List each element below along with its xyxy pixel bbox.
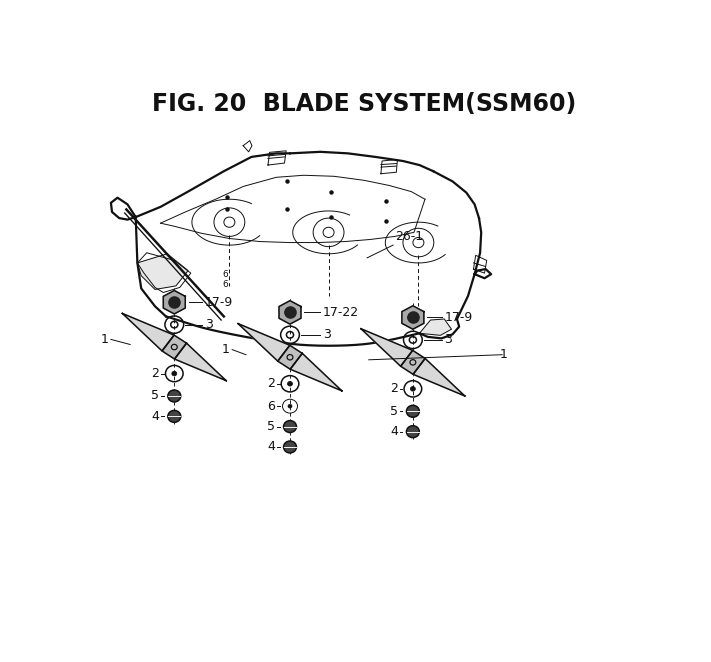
Text: 5: 5 bbox=[390, 404, 398, 418]
Polygon shape bbox=[419, 319, 451, 336]
Circle shape bbox=[168, 410, 181, 422]
Circle shape bbox=[408, 313, 417, 322]
Text: 3: 3 bbox=[323, 328, 331, 342]
Circle shape bbox=[284, 441, 296, 453]
Circle shape bbox=[172, 371, 177, 376]
Text: 1: 1 bbox=[222, 343, 230, 356]
Polygon shape bbox=[413, 358, 465, 396]
Text: 4: 4 bbox=[267, 440, 275, 453]
Polygon shape bbox=[238, 324, 290, 361]
Text: 6: 6 bbox=[223, 280, 228, 289]
Text: 17-22: 17-22 bbox=[323, 306, 359, 319]
Text: 17-9: 17-9 bbox=[205, 296, 232, 308]
Text: 6: 6 bbox=[267, 400, 275, 412]
Polygon shape bbox=[164, 291, 186, 314]
Text: 17-9: 17-9 bbox=[444, 311, 473, 324]
Text: 5: 5 bbox=[151, 389, 159, 402]
Text: 3: 3 bbox=[444, 334, 452, 346]
Text: 2: 2 bbox=[267, 377, 275, 391]
Text: 1: 1 bbox=[100, 333, 108, 346]
Text: 4: 4 bbox=[151, 410, 159, 423]
Text: 5: 5 bbox=[267, 420, 275, 433]
Text: 2: 2 bbox=[151, 367, 159, 380]
Polygon shape bbox=[278, 346, 302, 369]
Circle shape bbox=[285, 308, 295, 317]
Polygon shape bbox=[290, 354, 342, 391]
Circle shape bbox=[169, 298, 179, 307]
Text: 26-1: 26-1 bbox=[395, 230, 423, 242]
Circle shape bbox=[284, 420, 296, 432]
Circle shape bbox=[288, 404, 292, 408]
Circle shape bbox=[287, 381, 292, 386]
Polygon shape bbox=[361, 329, 412, 366]
Circle shape bbox=[168, 390, 181, 402]
Polygon shape bbox=[402, 306, 424, 329]
Circle shape bbox=[407, 405, 419, 417]
Polygon shape bbox=[162, 335, 186, 359]
Polygon shape bbox=[174, 343, 226, 381]
Polygon shape bbox=[279, 301, 301, 324]
Text: 6: 6 bbox=[223, 269, 228, 279]
Polygon shape bbox=[400, 350, 425, 374]
Circle shape bbox=[407, 426, 419, 438]
Circle shape bbox=[410, 387, 415, 391]
Polygon shape bbox=[122, 313, 174, 351]
Polygon shape bbox=[137, 254, 188, 289]
Text: 2: 2 bbox=[390, 383, 398, 395]
Text: 4: 4 bbox=[390, 425, 398, 438]
Text: 3: 3 bbox=[205, 318, 213, 331]
Text: 1: 1 bbox=[499, 348, 507, 361]
Text: FIG. 20  BLADE SYSTEM(SSM60): FIG. 20 BLADE SYSTEM(SSM60) bbox=[152, 92, 577, 117]
